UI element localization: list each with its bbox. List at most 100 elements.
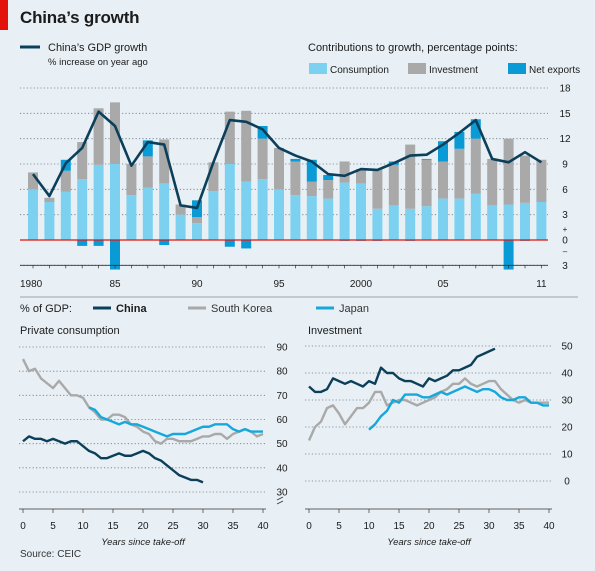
bar-investment bbox=[208, 162, 219, 192]
series-line-south-korea-investment_panel bbox=[307, 377, 549, 441]
bar-consumption bbox=[28, 189, 38, 240]
x-tick-label-top: 90 bbox=[191, 279, 203, 290]
y-tick-label-top: 3 bbox=[562, 210, 568, 221]
y-tick-label-consumption_panel: 30 bbox=[276, 488, 288, 499]
x-tick-label-top: 1980 bbox=[20, 279, 43, 290]
bar-investment bbox=[60, 170, 71, 192]
chart-title: China’s growth bbox=[20, 8, 140, 27]
legend-label-gdp: China’s GDP growth bbox=[48, 42, 147, 54]
bar-investment bbox=[470, 138, 481, 194]
bar-investment bbox=[274, 147, 284, 190]
gdp-growth-line bbox=[31, 110, 543, 210]
bar-consumption bbox=[487, 205, 498, 240]
bar-investment bbox=[339, 161, 350, 183]
bar-consumption bbox=[323, 198, 334, 240]
bar-consumption bbox=[208, 191, 219, 240]
legend-heading-bottom: % of GDP: bbox=[20, 303, 72, 315]
bar-net-exports bbox=[77, 240, 88, 246]
bar-investment bbox=[126, 164, 137, 196]
bar-investment bbox=[323, 180, 334, 199]
bar-consumption bbox=[356, 183, 366, 240]
y-tick-label-consumption_panel: 50 bbox=[276, 439, 288, 450]
y-tick-label-consumption_panel: 40 bbox=[276, 463, 288, 474]
y-tick-label-investment_panel: 0 bbox=[564, 477, 570, 488]
bar-investment bbox=[454, 148, 465, 199]
y-tick-label-investment_panel: 30 bbox=[561, 396, 573, 407]
bar-investment bbox=[110, 102, 120, 164]
legend-label-japan: Japan bbox=[339, 303, 369, 315]
legend-label-consumption: Consumption bbox=[330, 65, 389, 76]
y-tick-label-consumption_panel: 80 bbox=[276, 367, 288, 378]
x-tick-label-top: 85 bbox=[109, 279, 121, 290]
y-tick-label-top: 0 bbox=[562, 236, 568, 247]
x-tick-label-consumption_panel: 15 bbox=[107, 521, 119, 532]
bar-consumption bbox=[257, 179, 268, 240]
y-tick-label-investment_panel: 40 bbox=[561, 369, 573, 380]
y-tick-label-top: 9 bbox=[562, 160, 568, 171]
bar-net-exports bbox=[142, 140, 153, 157]
bar-investment bbox=[159, 139, 170, 184]
axis-break-mark bbox=[276, 496, 284, 505]
bar-investment bbox=[306, 181, 317, 197]
legend-label-south-korea: South Korea bbox=[211, 303, 273, 315]
bar-consumption bbox=[503, 204, 514, 240]
bar-investment bbox=[372, 169, 383, 209]
bar-consumption bbox=[306, 196, 317, 240]
bar-consumption bbox=[241, 181, 252, 240]
series-line-china-consumption_panel bbox=[22, 435, 204, 484]
x-tick-label-investment_panel: 30 bbox=[483, 521, 495, 532]
bar-consumption bbox=[388, 205, 399, 240]
bar-consumption bbox=[224, 164, 235, 240]
x-tick-label-top: 05 bbox=[437, 279, 449, 290]
x-tick-label-consumption_panel: 0 bbox=[20, 521, 26, 532]
bar-investment bbox=[241, 110, 252, 182]
bar-consumption bbox=[438, 198, 448, 240]
series-line-south-korea-consumption_panel bbox=[21, 358, 264, 445]
series-line-china-investment_panel bbox=[308, 347, 496, 394]
x-axis-label-consumption_panel: Years since take-off bbox=[101, 537, 186, 548]
bar-investment bbox=[224, 111, 235, 164]
bar-net-exports bbox=[323, 174, 334, 181]
bar-consumption bbox=[142, 187, 153, 240]
bar-consumption bbox=[60, 191, 71, 240]
bar-investment bbox=[405, 144, 416, 209]
x-tick-label-consumption_panel: 5 bbox=[50, 521, 56, 532]
y-tick-label-top: 3 bbox=[562, 261, 568, 272]
x-tick-label-investment_panel: 0 bbox=[306, 521, 312, 532]
bar-investment bbox=[421, 159, 432, 207]
bar-consumption bbox=[110, 164, 120, 240]
legend-swatch-investment bbox=[408, 63, 426, 74]
y-tick-label-top: 12 bbox=[559, 134, 571, 145]
brand-tab bbox=[0, 0, 8, 30]
bar-consumption bbox=[44, 202, 55, 240]
panel-subtitle-consumption_panel: Private consumption bbox=[20, 325, 120, 337]
x-tick-label-consumption_panel: 40 bbox=[257, 521, 269, 532]
legend-label-net-exports: Net exports bbox=[529, 65, 580, 76]
y-tick-label-top: 6 bbox=[562, 185, 568, 196]
bar-investment bbox=[388, 164, 399, 206]
bar-consumption bbox=[372, 208, 383, 240]
bar-investment bbox=[487, 158, 498, 206]
bar-investment bbox=[438, 161, 448, 199]
bar-consumption bbox=[454, 198, 465, 240]
bar-net-exports bbox=[110, 240, 120, 270]
legend-title-contributions: Contributions to growth, percentage poin… bbox=[308, 42, 518, 54]
x-tick-label-investment_panel: 20 bbox=[423, 521, 435, 532]
x-tick-label-investment_panel: 15 bbox=[393, 521, 405, 532]
bar-net-exports bbox=[290, 158, 301, 162]
bar-investment bbox=[175, 204, 186, 215]
bar-net-exports bbox=[224, 240, 235, 247]
bar-consumption bbox=[421, 206, 432, 240]
bar-net-exports bbox=[438, 141, 448, 162]
bar-net-exports bbox=[503, 240, 514, 270]
bar-investment bbox=[44, 197, 55, 202]
bar-consumption bbox=[536, 202, 547, 240]
bar-net-exports bbox=[454, 131, 465, 149]
bar-net-exports bbox=[93, 240, 104, 246]
bar-consumption bbox=[126, 195, 137, 240]
bar-consumption bbox=[192, 223, 202, 240]
bar-net-exports bbox=[421, 158, 432, 160]
x-tick-label-top: 95 bbox=[273, 279, 285, 290]
y-tick-label-investment_panel: 20 bbox=[561, 423, 573, 434]
x-tick-label-investment_panel: 10 bbox=[363, 521, 375, 532]
